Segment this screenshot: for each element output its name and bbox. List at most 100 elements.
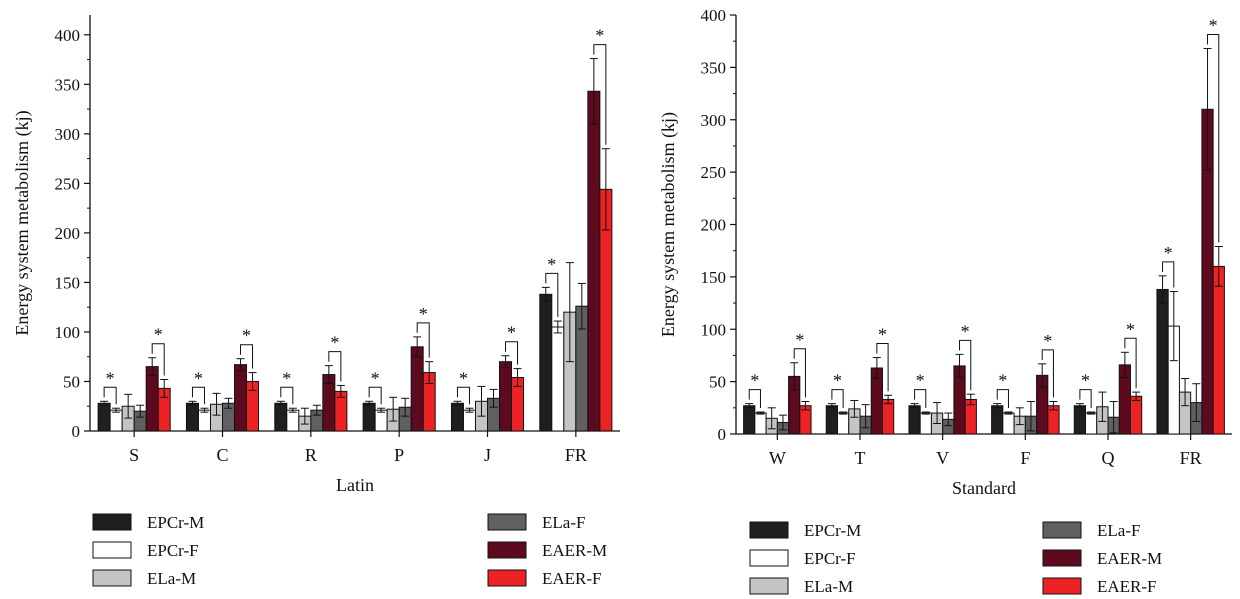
- legend-swatch-epcr-f: [92, 541, 132, 559]
- y-tick-label: 0: [718, 425, 727, 444]
- bar-epcr-m: [97, 402, 111, 432]
- y-tick-label: 300: [701, 111, 727, 130]
- bar-eaer-m: [145, 366, 159, 432]
- significance-bracket: [328, 351, 342, 382]
- bar-epcr-f: [551, 326, 565, 432]
- significance-star: *: [833, 371, 842, 391]
- significance-bracket: [416, 322, 430, 358]
- significance-star: *: [1126, 319, 1135, 339]
- legend-label: EPCr-F: [147, 541, 199, 560]
- legend-swatch-eaer-m: [1042, 549, 1082, 567]
- bar-epcr-f: [1002, 412, 1015, 435]
- bar-epcr-m: [274, 402, 288, 432]
- significance-bracket: [1079, 389, 1092, 409]
- bar-epcr-f: [109, 409, 123, 432]
- legend-label: ELa-M: [804, 577, 853, 596]
- bar-epcr-m: [185, 402, 199, 432]
- x-tick-label: V: [936, 448, 949, 468]
- y-axis-label: Energy system metabolism (kj): [12, 110, 33, 335]
- bar-epcr-m: [539, 293, 553, 432]
- significance-bracket: [876, 343, 889, 392]
- y-tick-label: 150: [55, 273, 81, 292]
- bar-epcr-f: [197, 409, 211, 432]
- significance-bracket: [1124, 337, 1137, 389]
- significance-bracket: [914, 389, 927, 409]
- significance-bracket: [1041, 349, 1054, 398]
- significance-star: *: [1164, 243, 1173, 263]
- legend-swatch-epcr-m: [92, 513, 132, 531]
- legend-swatch-epcr-m: [749, 521, 789, 539]
- significance-bracket: [191, 386, 205, 405]
- significance-star: *: [750, 371, 759, 391]
- significance-bracket: [793, 348, 806, 398]
- legend-label: ELa-M: [147, 569, 196, 588]
- chart-latin: 0 50 100 150 200 250 300 350 400 Energy system me…: [12, 15, 620, 588]
- bar-eaer-m: [410, 346, 424, 432]
- significance-bracket: [545, 272, 559, 318]
- bar-eaer-m: [587, 90, 601, 432]
- legend-swatch-ela-f: [1042, 521, 1082, 539]
- significance-star: *: [106, 368, 115, 388]
- legend-swatch-eaer-m: [487, 541, 527, 559]
- y-tick-label: 0: [72, 422, 81, 441]
- chart-standard: 0 50 100 150 200 250 300 350 400 Energy system me…: [658, 6, 1232, 596]
- significance-bracket: [1162, 261, 1175, 288]
- bar-eaer-m: [499, 361, 513, 432]
- x-tick-label: W: [769, 448, 786, 468]
- significance-star: *: [916, 371, 925, 391]
- significance-bracket: [103, 386, 117, 405]
- legend-swatch-ela-m: [749, 577, 789, 595]
- y-tick-label: 100: [55, 323, 81, 342]
- significance-star: *: [595, 26, 604, 46]
- y-tick-label: 400: [55, 26, 81, 45]
- significance-bracket: [748, 389, 761, 409]
- significance-bracket: [996, 389, 1009, 409]
- significance-star: *: [795, 330, 804, 350]
- significance-star: *: [371, 368, 380, 388]
- significance-bracket: [240, 344, 254, 369]
- y-tick-label: 100: [701, 320, 727, 339]
- significance-star: *: [282, 368, 291, 388]
- significance-star: *: [242, 326, 251, 346]
- y-tick-label: 150: [701, 268, 727, 287]
- x-tick-label: J: [484, 445, 491, 465]
- significance-bracket: [456, 386, 470, 405]
- y-tick-label: 350: [55, 75, 81, 94]
- bar-epcr-m: [362, 402, 376, 432]
- legend-label: EAER-F: [1097, 577, 1157, 596]
- x-axis-label: Standard: [952, 478, 1016, 498]
- significance-bracket: [151, 343, 165, 376]
- bar-epcr-m: [1156, 288, 1169, 435]
- significance-bracket: [831, 389, 844, 409]
- x-tick-label: Q: [1102, 448, 1115, 468]
- bar-epcr-f: [754, 412, 767, 435]
- significance-bracket: [593, 44, 607, 145]
- y-tick-label: 250: [55, 174, 81, 193]
- x-tick-label: S: [129, 445, 139, 465]
- x-tick-label: FR: [565, 445, 587, 465]
- legend-label: EAER-M: [542, 541, 607, 560]
- y-tick-label: 200: [55, 224, 81, 243]
- y-tick-label: 50: [709, 373, 726, 392]
- legend-swatch-epcr-f: [749, 549, 789, 567]
- significance-star: *: [507, 323, 516, 343]
- significance-star: *: [998, 371, 1007, 391]
- legend-swatch-ela-f: [487, 513, 527, 531]
- legend-label: ELa-F: [542, 513, 585, 532]
- significance-star: *: [459, 368, 468, 388]
- x-tick-label: P: [394, 445, 404, 465]
- bar-eaer-f: [1212, 265, 1225, 435]
- legend-label: ELa-F: [1097, 521, 1140, 540]
- y-tick-label: 50: [63, 372, 80, 391]
- legend-label: EPCr-M: [804, 521, 861, 540]
- legend-label: EPCr-M: [147, 513, 204, 532]
- significance-star: *: [194, 368, 203, 388]
- y-tick-label: 300: [55, 125, 81, 144]
- legend-swatch-eaer-f: [1042, 577, 1082, 595]
- legend-swatch-eaer-f: [487, 569, 527, 587]
- significance-star: *: [1081, 371, 1090, 391]
- bar-epcr-f: [374, 409, 388, 432]
- x-tick-label: FR: [1180, 448, 1202, 468]
- bar-eaer-f: [1129, 395, 1143, 435]
- y-tick-label: 350: [701, 58, 727, 77]
